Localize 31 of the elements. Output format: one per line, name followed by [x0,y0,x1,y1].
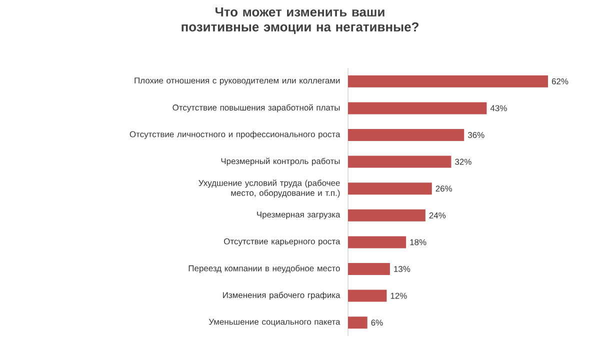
bar [348,102,487,114]
y-tick-label: Чрезмерный контроль работы [221,158,340,166]
data-label: 62% [552,78,568,84]
bar [348,156,452,168]
data-label: 26% [436,186,452,192]
bar [348,290,387,302]
data-label: 18% [410,239,426,246]
y-tick-label: Переезд компании в неудобное место [188,265,340,273]
bar [348,263,390,275]
y-tick-label: Отсутствие повышения заработной платы [172,104,340,112]
bar [348,316,368,329]
data-label: 24% [429,212,446,218]
bar [348,236,406,248]
bar [348,182,432,195]
y-tick-label: Ухудшение условий труда (рабочее место, оборудование и т.п.) [198,180,340,198]
y-tick-label: Изменения рабочего графика [223,292,340,300]
data-label: 12% [390,292,407,299]
data-label: 6% [371,320,383,326]
chart-title: Что может изменить ваши позитивные эмоции на негативные? [182,8,418,34]
data-label: 36% [468,132,484,138]
y-tick-label: Плохие отношения с руководителем или коллегами [134,78,340,86]
data-label: 32% [455,158,472,165]
y-tick-label: Отсутствие личностного и профессионального роста [130,131,340,139]
y-tick-label: Уменьшение социального пакета [208,318,340,326]
bar [348,75,548,88]
data-label: 13% [394,266,410,272]
y-tick-label: Чрезмерная загрузка [257,212,340,220]
bar [348,209,426,222]
y-tick-label: Отсутствие карьерного роста [224,238,340,246]
bar [348,128,464,141]
data-label: 43% [490,105,507,112]
